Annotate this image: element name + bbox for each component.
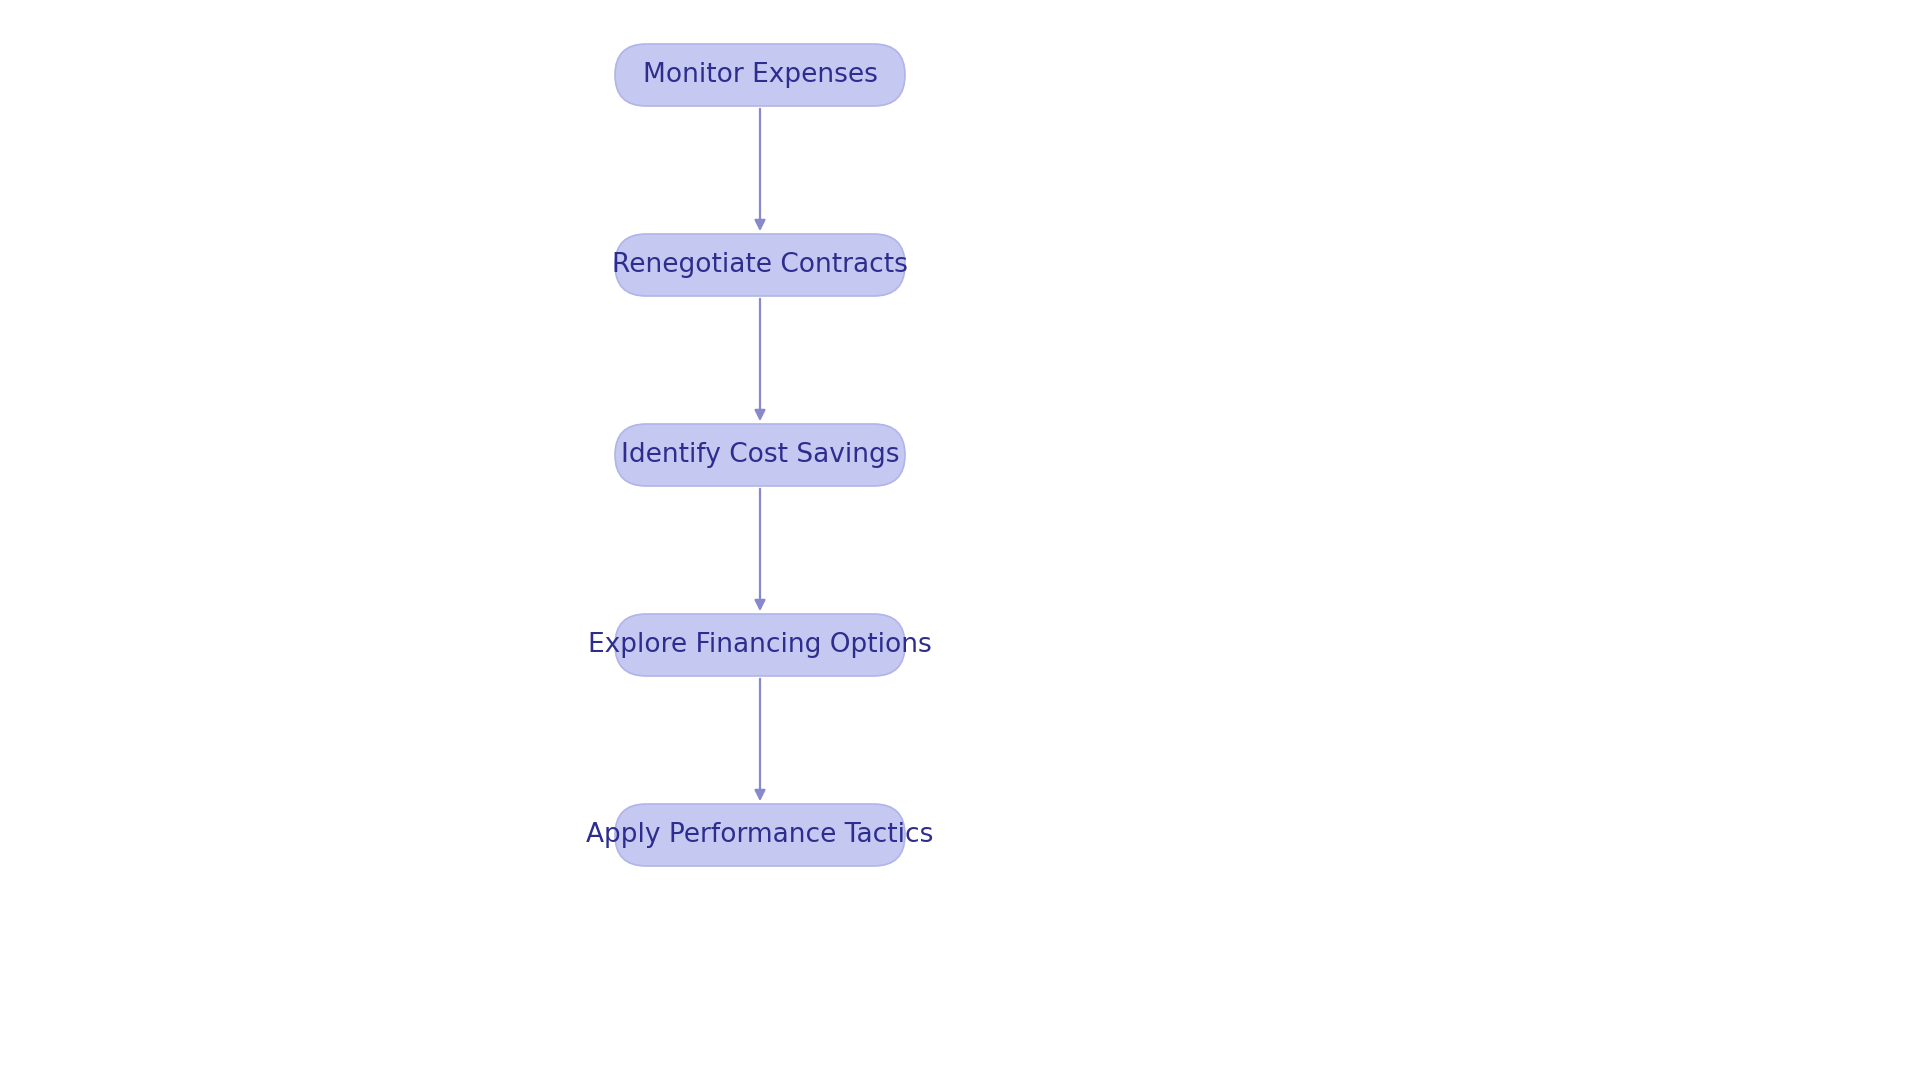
FancyBboxPatch shape — [614, 804, 904, 866]
FancyBboxPatch shape — [614, 234, 904, 296]
Text: Monitor Expenses: Monitor Expenses — [643, 62, 877, 88]
Text: Identify Cost Savings: Identify Cost Savings — [620, 442, 899, 468]
Text: Apply Performance Tactics: Apply Performance Tactics — [586, 822, 933, 848]
Text: Explore Financing Options: Explore Financing Options — [588, 632, 931, 658]
FancyBboxPatch shape — [614, 425, 904, 486]
FancyBboxPatch shape — [614, 614, 904, 676]
FancyBboxPatch shape — [614, 44, 904, 106]
Text: Renegotiate Contracts: Renegotiate Contracts — [612, 252, 908, 278]
